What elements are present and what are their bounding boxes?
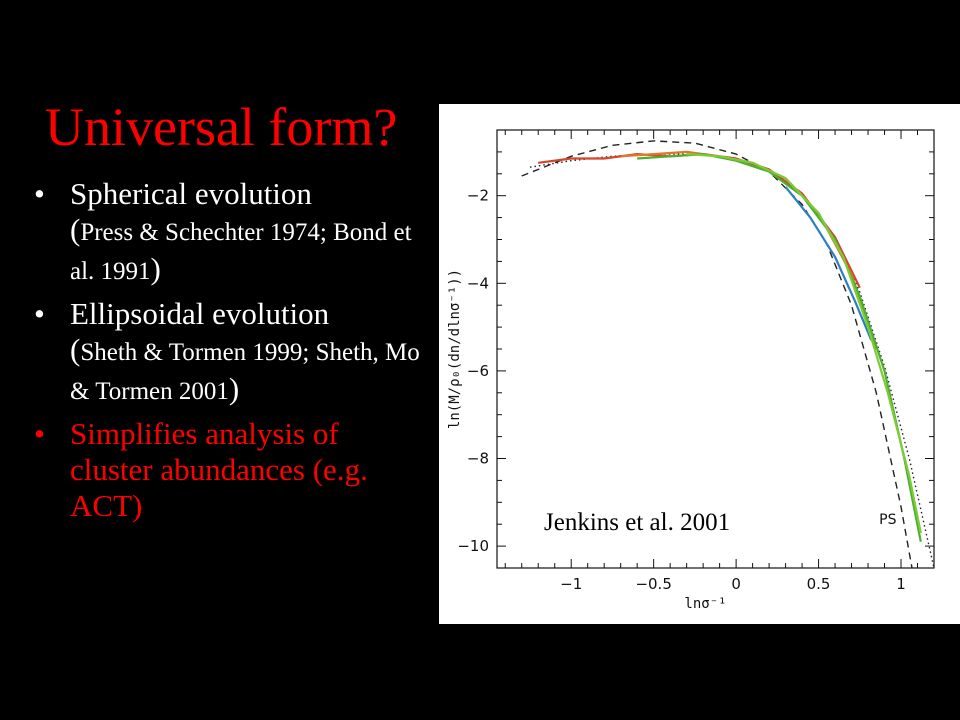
y-tick-label: −4	[467, 274, 489, 292]
x-tick-label: 0.5	[807, 575, 831, 593]
y-tick-label: −2	[467, 187, 489, 205]
close-paren: )	[150, 251, 161, 286]
tick-layer	[497, 129, 935, 569]
bullet-list: • Spherical evolution (Press & Schechter…	[30, 176, 425, 530]
slide-title: Universal form?	[45, 97, 398, 157]
bullet-citation: Press & Schechter 1974; Bond et al. 1991	[70, 219, 412, 285]
x-tick-label: 1	[896, 575, 906, 593]
bullet-spherical-evolution: • Spherical evolution (Press & Schechter…	[30, 176, 425, 290]
bullet-ellipsoidal-evolution: • Ellipsoidal evolution (Sheth & Tormen …	[30, 296, 425, 410]
bullet-citation: Sheth & Tormen 1999; Sheth, Mo & Tormen …	[70, 339, 420, 405]
bullet-simplifies-analysis: • Simplifies analysis of cluster abundan…	[30, 416, 425, 524]
simulation-curve-3	[620, 150, 878, 350]
bullet-main-text: Simplifies analysis of cluster abundance…	[70, 416, 368, 523]
fit-dotted-curve	[529, 153, 934, 568]
x-tick-label: −1	[560, 575, 582, 593]
y-axis-title: ln(M/ρ₀(dn/dlnσ⁻¹))	[447, 269, 463, 429]
figure-citation: Jenkins et al. 2001	[544, 509, 731, 536]
ps-annotation: PS	[879, 512, 896, 528]
plot-frame	[496, 129, 935, 569]
open-paren: (	[70, 332, 81, 367]
bullet-main-text: Ellipsoidal evolution	[70, 296, 330, 331]
simulation-curve-6	[686, 153, 922, 534]
bullet-marker: •	[34, 296, 45, 331]
x-tick-label: 0	[731, 575, 741, 593]
mass-function-figure: −1 −0.5 0 0.5 1 −2 −4 −6 −8 −10 lnσ⁻¹ ln(M/ρ₀(dn/dl…	[439, 104, 960, 624]
y-tick-label: −10	[457, 537, 489, 555]
close-paren: )	[228, 371, 240, 406]
open-paren: (	[70, 212, 81, 247]
simulation-curve-4	[784, 186, 873, 341]
bullet-marker: •	[34, 176, 45, 211]
x-axis-title: lnσ⁻¹	[684, 596, 726, 612]
series-layer	[521, 140, 934, 568]
mass-function-chart: −1 −0.5 0 0.5 1 −2 −4 −6 −8 −10 lnσ⁻¹ ln(M/ρ₀(dn/dl…	[447, 129, 935, 612]
label-layer: −1 −0.5 0 0.5 1 −2 −4 −6 −8 −10 lnσ⁻¹ ln(M/ρ₀(dn/dl…	[447, 187, 906, 612]
bullet-main-text: Spherical evolution	[70, 176, 312, 211]
x-tick-label: −0.5	[635, 575, 671, 593]
bullet-marker: •	[34, 416, 45, 451]
y-tick-label: −6	[467, 362, 489, 380]
y-tick-label: −8	[467, 450, 489, 468]
